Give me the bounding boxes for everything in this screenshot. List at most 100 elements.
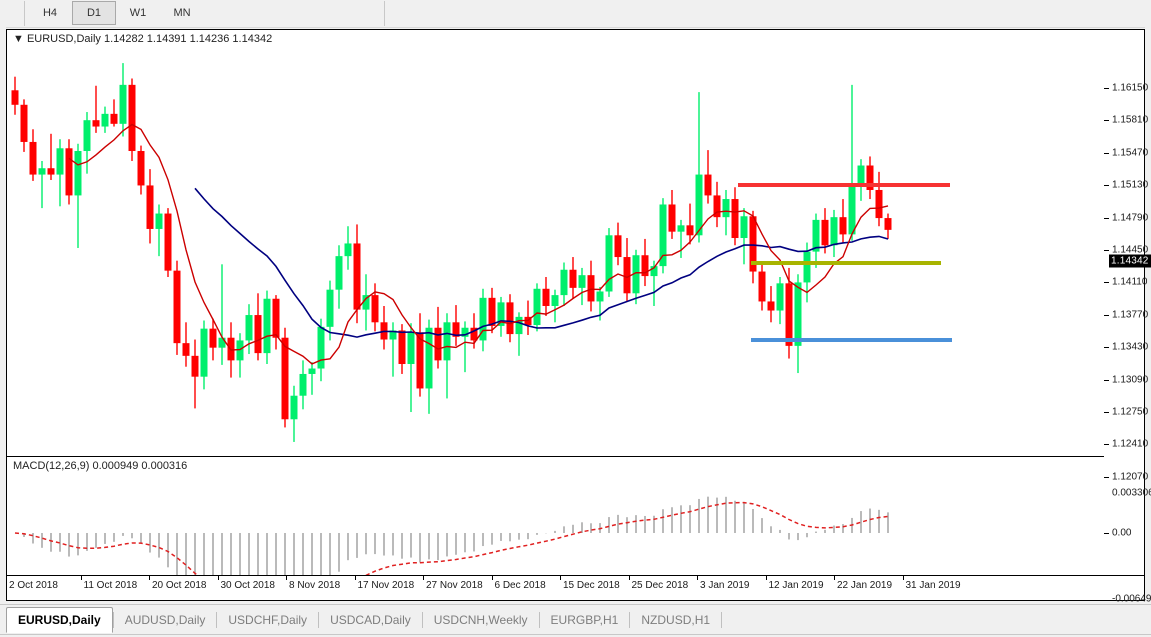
period-button-w1[interactable]: W1 (129, 7, 147, 19)
candle-body (857, 165, 865, 187)
period-button-d1[interactable]: D1 (72, 1, 116, 25)
candle-body (560, 269, 568, 296)
price-tick-label: 1.15810 (1112, 114, 1149, 126)
date-tick (6, 575, 7, 580)
date-tick (80, 575, 82, 580)
resistance-line[interactable] (738, 183, 950, 187)
tab-divider (538, 612, 540, 628)
candle-body (497, 302, 505, 326)
candle-body (884, 218, 892, 230)
date-tick (628, 575, 630, 580)
candle-body (758, 271, 766, 302)
current-price-label: 1.14342 (1109, 254, 1151, 268)
candle-body (821, 219, 829, 246)
candle-body (110, 113, 118, 124)
candle-body (776, 283, 784, 311)
period-button-mn[interactable]: MN (173, 7, 191, 19)
candle-body (218, 337, 226, 348)
symbol-tab-row: EURUSD,Daily AUDUSD,Daily USDCHF,Daily USDC… (6, 607, 723, 633)
symbol-tab-eurgbp-h1[interactable]: EURGBP,H1 (550, 613, 619, 627)
candle-body (659, 204, 667, 267)
candle-body (164, 213, 172, 271)
price-tick (1104, 314, 1109, 316)
date-tick-label: 11 Oct 2018 (83, 580, 138, 591)
candle-body (587, 275, 595, 302)
support-line[interactable] (751, 338, 952, 342)
price-tick (1104, 347, 1109, 349)
pivot-line[interactable] (751, 261, 941, 265)
price-tick (1104, 152, 1109, 154)
candle-body (137, 151, 145, 186)
candle-body (668, 204, 676, 232)
candle-body (740, 216, 748, 239)
symbol-tab-usdcnh-weekly[interactable]: USDCNH,Weekly (433, 613, 528, 627)
date-tick-label: 6 Dec 2018 (494, 580, 546, 591)
price-axis[interactable]: 1.16150 1.15810 1.15470 1.15130 1.14790 1.144… (1104, 30, 1151, 605)
tab-divider (629, 612, 631, 628)
macd-pane[interactable]: MACD(12,26,9) 0.000949 0.000316 (7, 457, 1104, 575)
candle-body (155, 213, 163, 229)
price-tick (1104, 120, 1109, 122)
candle-body (263, 298, 271, 354)
date-tick (697, 575, 698, 580)
candle-body (848, 186, 856, 235)
date-tick-label: 8 Nov 2018 (289, 580, 341, 591)
symbol-tab-nzdusd-h1[interactable]: NZDUSD,H1 (641, 613, 711, 627)
candle-body (128, 84, 136, 152)
symbol-tab-audusd-daily[interactable]: AUDUSD,Daily (124, 613, 206, 627)
date-tick (217, 575, 219, 580)
price-tick (1104, 379, 1109, 381)
price-tick-label: 1.13430 (1112, 341, 1149, 353)
candle-body (731, 199, 739, 239)
triangle-down-icon[interactable]: ▼ (13, 33, 24, 45)
candle-body (623, 257, 631, 294)
price-tick-label: 1.12750 (1112, 406, 1149, 418)
candle-body (20, 104, 28, 142)
price-tick-label: 1.12070 (1112, 471, 1149, 483)
price-tick (1104, 250, 1109, 251)
macd-tick (1104, 533, 1109, 534)
date-tick-label: 3 Jan 2019 (700, 580, 750, 591)
candle-body (254, 315, 262, 354)
candle-body (695, 174, 703, 236)
tab-divider (421, 612, 423, 628)
symbol-tab-bar: EURUSD,Daily AUDUSD,Daily USDCHF,Daily USDC… (0, 604, 1151, 637)
candle-body (461, 327, 469, 337)
candle-body (866, 165, 874, 190)
date-tick (286, 575, 287, 580)
candle-body (470, 327, 478, 341)
tab-divider (721, 612, 723, 628)
price-tick-label: 1.14790 (1112, 212, 1149, 224)
price-tick (1104, 88, 1109, 89)
ma-fast-line (68, 123, 889, 365)
chart-frame[interactable]: ▼ EURUSD,Daily 1.14282 1.14391 1.14236 1… (6, 29, 1151, 605)
symbol-tab-usdchf-daily[interactable]: USDCHF,Daily (228, 613, 308, 627)
candle-body (299, 373, 307, 396)
candle-body (344, 243, 352, 257)
candle-body (533, 288, 541, 326)
date-tick-label: 17 Nov 2018 (357, 580, 415, 591)
candle-body (641, 255, 649, 277)
candle-body (839, 217, 847, 235)
macd-signal-line (14, 501, 889, 575)
price-tick (1104, 185, 1109, 187)
candle-body (785, 283, 793, 346)
toolbar-separator-left (24, 1, 25, 26)
candle-body (353, 243, 361, 310)
candle-body (578, 275, 586, 288)
date-tick (834, 575, 835, 580)
symbol-tab-eurusd-daily[interactable]: EURUSD,Daily (6, 607, 113, 633)
symbol-tab-usdcad-daily[interactable]: USDCAD,Daily (330, 613, 411, 627)
date-tick-label: 12 Jan 2019 (768, 580, 824, 591)
price-pane[interactable]: ▼ EURUSD,Daily 1.14282 1.14391 1.14236 1… (7, 30, 1104, 456)
candle-body (515, 316, 523, 335)
date-tick-label: 22 Jan 2019 (837, 580, 893, 591)
period-button-h4[interactable]: H4 (42, 7, 58, 19)
macd-indicator-label: MACD(12,26,9) 0.000949 0.000316 (13, 460, 188, 472)
date-tick-label: 2 Oct 2018 (9, 580, 58, 591)
date-axis[interactable]: 2 Oct 2018 11 Oct 2018 20 Oct 2018 30 Oct 2… (6, 575, 1144, 600)
date-tick-label: 30 Oct 2018 (220, 580, 275, 591)
candle-body (389, 330, 397, 340)
candle-body (479, 297, 487, 341)
price-tick-label: 1.14110 (1112, 276, 1148, 288)
